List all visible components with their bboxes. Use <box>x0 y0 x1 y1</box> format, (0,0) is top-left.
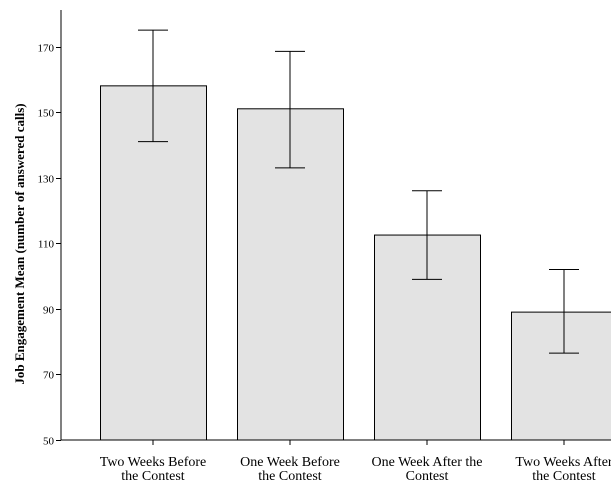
bar <box>100 85 207 441</box>
y-tick-label: 170 <box>38 43 55 55</box>
x-category-label: One Week After the Contest <box>372 455 483 484</box>
x-category-label-line: the Contest <box>532 469 595 484</box>
y-axis-title: Job Engagement Mean (number of answered … <box>12 103 27 384</box>
bar <box>511 311 611 441</box>
x-category-label-line: Two Weeks After <box>515 455 611 470</box>
y-axis-title-group: Job Engagement Mean (number of answered … <box>12 103 27 384</box>
y-tick-label: 130 <box>38 174 55 186</box>
y-tick-label: 90 <box>43 305 55 317</box>
x-category-label: Two Weeks After the Contest <box>515 455 611 484</box>
x-category-label-line: the Contest <box>258 469 321 484</box>
x-category-label-line: Two Weeks Before <box>100 455 207 470</box>
y-tick-label: 110 <box>38 239 55 251</box>
x-category-label-line: the Contest <box>121 469 184 484</box>
y-tick-label: 50 <box>43 436 55 448</box>
x-category-label: One Week Before the Contest <box>240 455 340 484</box>
x-category-label-line: One Week After the <box>372 455 483 470</box>
y-tick-label: 70 <box>43 370 55 382</box>
x-category-label-line: One Week Before <box>240 455 340 470</box>
x-category-label-line: Contest <box>406 469 449 484</box>
y-tick-label: 150 <box>38 108 55 120</box>
x-category-label: Two Weeks Before the Contest <box>100 455 207 484</box>
